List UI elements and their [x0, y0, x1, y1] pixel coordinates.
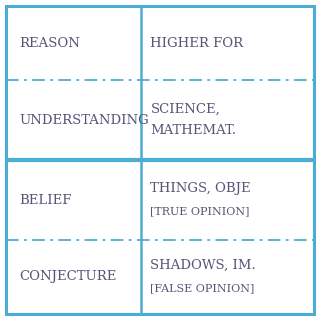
Text: [FALSE OPINION]: [FALSE OPINION] [150, 283, 255, 293]
Text: UNDERSTANDING: UNDERSTANDING [19, 114, 149, 126]
Text: BELIEF: BELIEF [19, 194, 72, 206]
Text: CONJECTURE: CONJECTURE [19, 270, 116, 283]
Text: REASON: REASON [19, 37, 80, 50]
Text: HIGHER FOR: HIGHER FOR [150, 37, 244, 50]
Text: SHADOWS, IM.: SHADOWS, IM. [150, 259, 256, 272]
Text: SCIENCE,: SCIENCE, [150, 103, 220, 116]
Text: [TRUE OPINION]: [TRUE OPINION] [150, 206, 250, 216]
Text: THINGS, OBJE: THINGS, OBJE [150, 182, 251, 195]
Text: MATHEMAT.: MATHEMAT. [150, 124, 236, 137]
